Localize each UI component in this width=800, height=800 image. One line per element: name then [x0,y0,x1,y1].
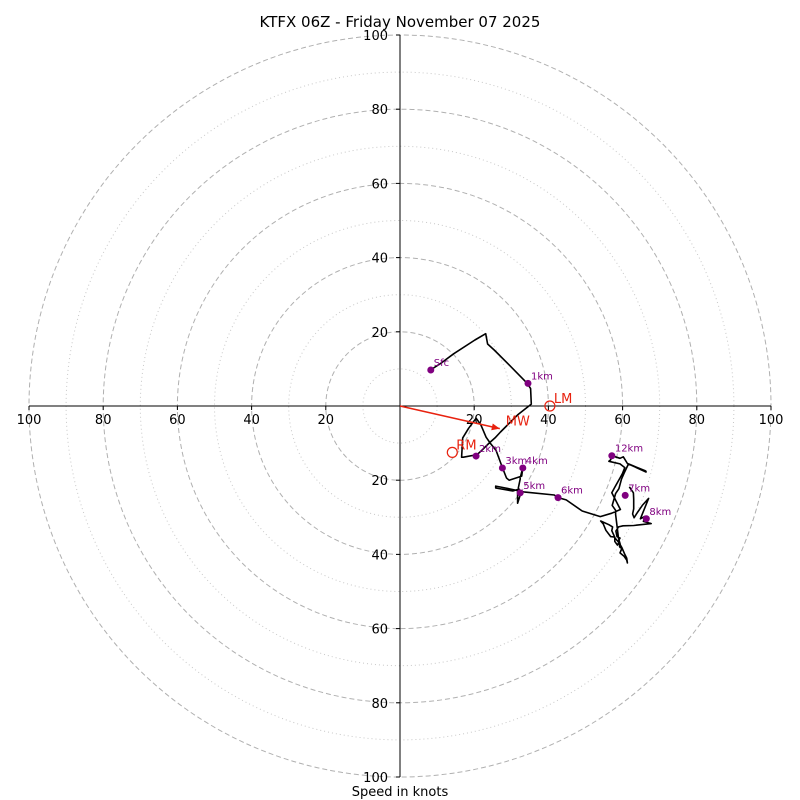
hodograph-trace [429,332,653,564]
height-label: 4km [526,456,548,467]
x-tick-label: 100 [17,413,42,428]
mean-wind-vector [399,405,500,430]
height-point-7km [621,491,629,499]
y-tick-label: 20 [371,474,388,489]
height-point-8km [642,515,650,523]
x-tick-label: 40 [243,413,260,428]
x-tick-label: 20 [318,413,335,428]
height-point-4km [519,464,527,472]
storm-motion-lm [544,400,556,412]
x-tick-label: 100 [759,413,784,428]
storm-motion-label: LM [554,392,572,407]
height-label: 12km [615,444,643,455]
x-tick-label: 80 [95,413,112,428]
x-tick-label: 60 [169,413,186,428]
height-point-12km [608,452,616,460]
y-tick-label: 40 [371,252,388,267]
y-tick-label: 40 [371,548,388,563]
x-axis-label: Speed in knots [352,785,449,800]
mean-wind-arrowhead [491,423,500,431]
height-point-6km [554,494,562,502]
height-label: 7km [628,483,650,494]
height-label: 6km [561,486,583,497]
height-label: 8km [649,507,671,518]
height-label: 2km [479,444,501,455]
tick-labels: 100 80 60 40 20 20 40 60 80 100100806040202040608… [17,29,784,786]
y-tick-label: 100 [363,29,388,44]
y-tick-label: 100 [363,771,388,786]
x-tick-label: 80 [689,413,706,428]
y-tick-label: 80 [371,697,388,712]
height-point-3km [498,464,506,472]
height-label: 3km [505,456,527,467]
storm-motion-rm [446,446,458,458]
height-point-1km [524,379,532,387]
y-tick-label: 60 [371,177,388,192]
y-tick-label: 60 [371,623,388,638]
storm-motion-markers: MW LM RM [399,392,572,458]
chart-title: KTFX 06Z - Friday November 07 2025 [260,13,541,31]
height-point-sfc [427,366,435,374]
x-tick-label: 60 [614,413,631,428]
height-point-2km [472,452,480,460]
height-label: 1km [531,371,553,382]
height-label: 5km [523,481,545,492]
x-tick-label: 40 [540,413,557,428]
wind-trace [429,332,653,564]
height-label: Sfc [434,358,449,369]
y-tick-label: 20 [371,326,388,341]
storm-motion-label: RM [456,438,476,453]
y-tick-label: 80 [371,103,388,118]
mean-wind-label: MW [506,415,530,430]
height-point-5km [516,489,524,497]
